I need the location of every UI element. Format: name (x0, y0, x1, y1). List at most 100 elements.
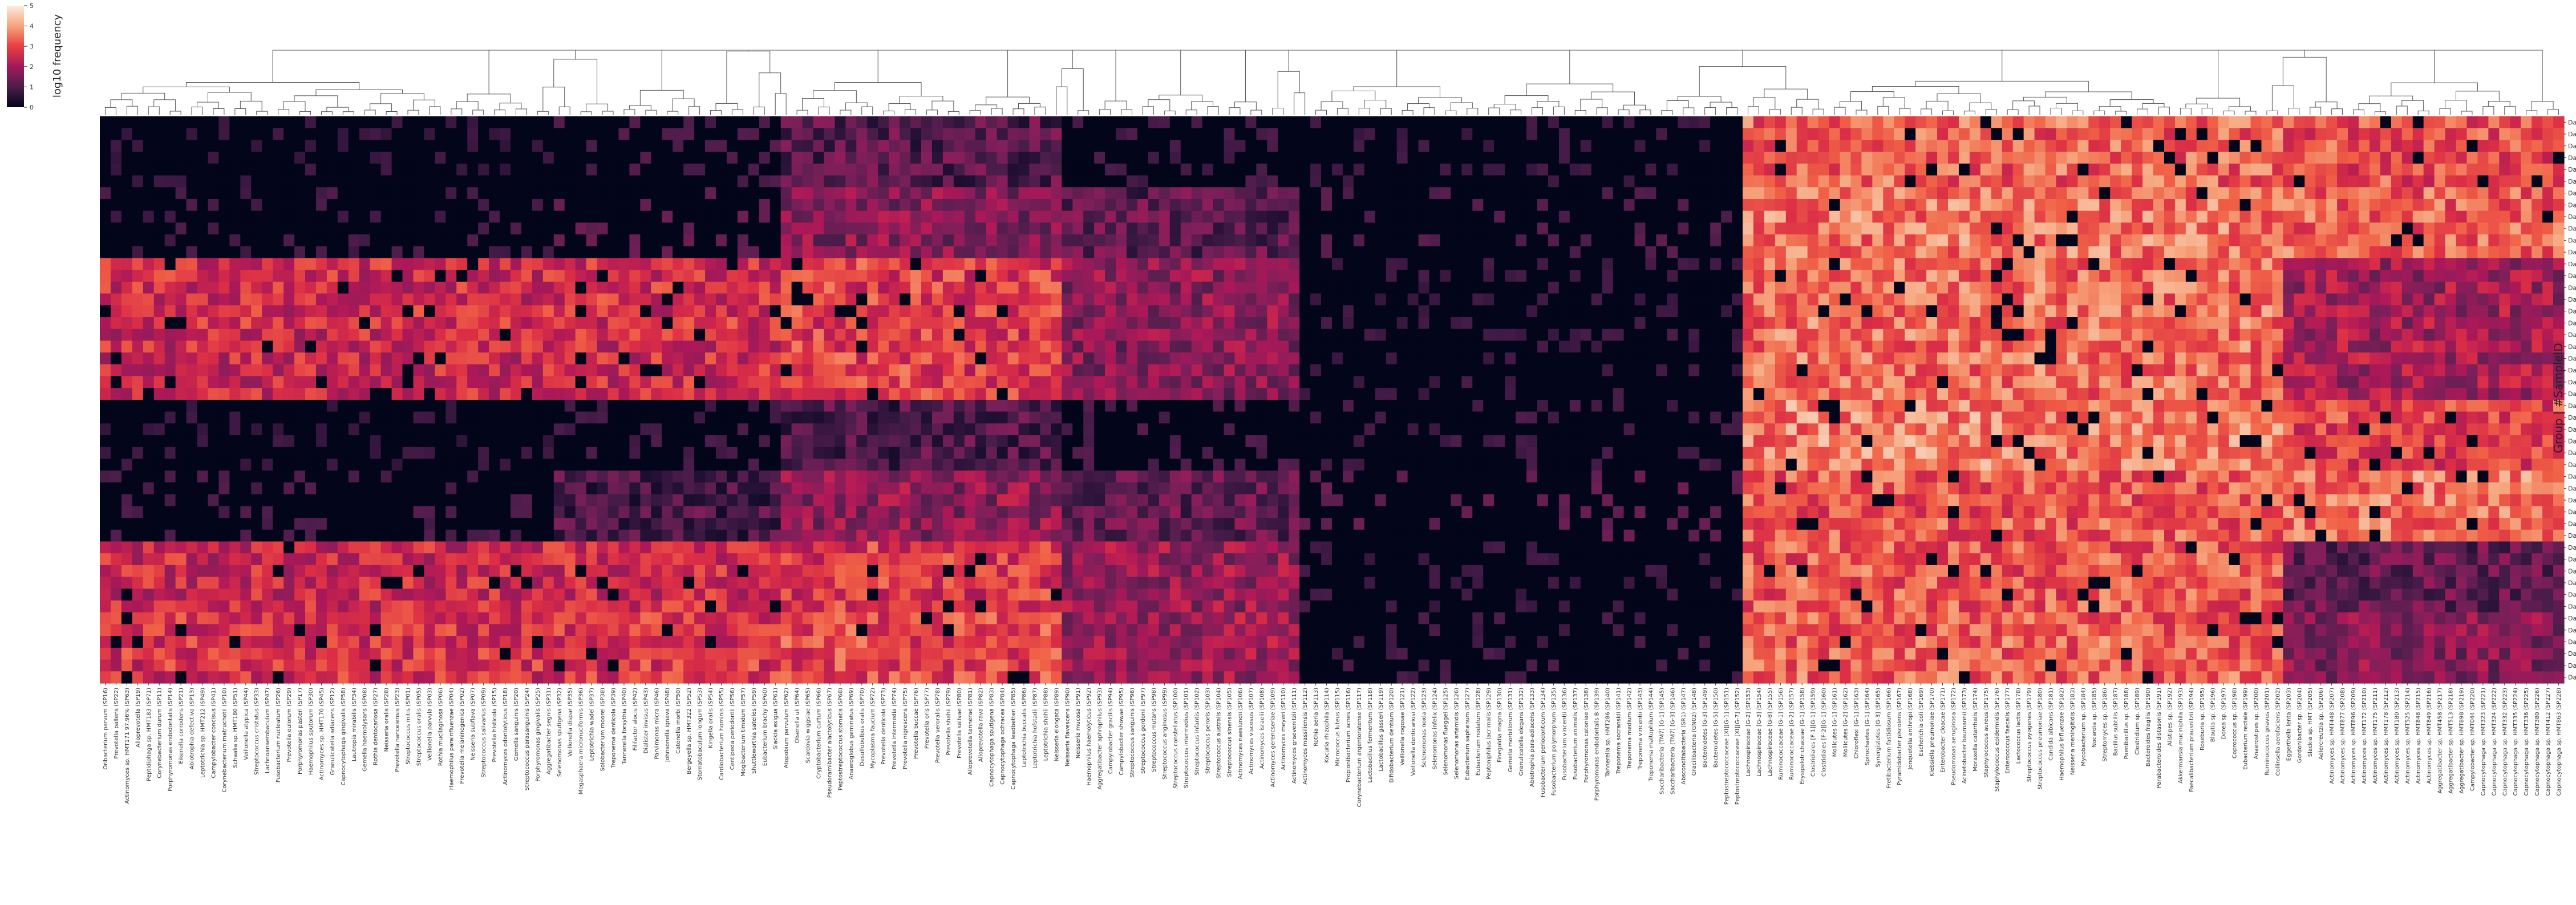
heatmap-cell (1537, 294, 1549, 306)
heatmap-cell (2208, 176, 2219, 188)
heatmap-cell (1289, 199, 1300, 211)
heatmap-cell (2218, 222, 2230, 234)
heatmap-cell (1245, 340, 1257, 352)
heatmap-cell (1710, 128, 1722, 140)
heatmap-cell (803, 164, 814, 176)
heatmap-cell (2532, 317, 2543, 329)
heatmap-cell (1321, 317, 1332, 329)
heatmap-cell (251, 128, 262, 140)
heatmap-cell (2261, 187, 2273, 199)
dendrogram-link (889, 104, 910, 111)
heatmap-cell (1808, 164, 1819, 176)
heatmap-cell (456, 270, 468, 282)
heatmap-cell (2186, 294, 2197, 306)
heatmap-cell (1937, 234, 1949, 246)
heatmap-cell (2499, 329, 2510, 341)
heatmap-cell (2142, 246, 2154, 258)
heatmap-cell (2088, 234, 2100, 246)
heatmap-cell (1483, 211, 1494, 223)
heatmap-cell (456, 128, 468, 140)
heatmap-cell (2197, 116, 2208, 128)
heatmap-cell (381, 211, 392, 223)
heatmap-cell (2294, 116, 2305, 128)
heatmap-cell (392, 140, 403, 152)
heatmap-cell (965, 152, 976, 164)
heatmap-cell (2164, 294, 2176, 306)
heatmap-cell (1829, 294, 1841, 306)
heatmap-cell (2466, 211, 2478, 223)
heatmap-cell (218, 152, 230, 164)
heatmap-cell (1072, 234, 1084, 246)
heatmap-cell (1861, 152, 1873, 164)
heatmap-cell (2208, 340, 2219, 352)
heatmap-cell (467, 128, 479, 140)
heatmap-cell (1299, 258, 1311, 270)
heatmap-cell (2553, 294, 2565, 306)
heatmap-cell (197, 211, 209, 223)
heatmap-cell (856, 211, 868, 223)
heatmap-cell (2121, 246, 2132, 258)
heatmap-cell (2002, 317, 2014, 329)
heatmap-cell (349, 282, 360, 294)
heatmap-cell (856, 258, 868, 270)
heatmap-cell (2175, 128, 2186, 140)
heatmap-cell (1970, 270, 1981, 282)
heatmap-cell (1029, 176, 1040, 188)
heatmap-cell (1375, 258, 1387, 270)
heatmap-cell (2413, 187, 2424, 199)
heatmap-cell (738, 270, 749, 282)
heatmap-cell (1548, 329, 1560, 341)
heatmap-cell (2229, 152, 2241, 164)
heatmap-cell (2380, 305, 2392, 317)
heatmap-cell (1797, 282, 1808, 294)
heatmap-cell (435, 176, 446, 188)
heatmap-cell (824, 199, 835, 211)
heatmap-cell (1991, 140, 2003, 152)
heatmap-cell (1753, 305, 1765, 317)
heatmap-cell (327, 329, 338, 341)
heatmap-cell (1234, 352, 1246, 364)
heatmap-cell (1224, 164, 1236, 176)
heatmap-cell (2024, 294, 2035, 306)
heatmap-cell (565, 234, 576, 246)
heatmap-cell (1181, 305, 1192, 317)
heatmap-cell (1170, 211, 1181, 223)
heatmap-cell (456, 294, 468, 306)
heatmap-cell (2326, 152, 2338, 164)
heatmap-cell (781, 128, 792, 140)
heatmap-cell (1775, 340, 1787, 352)
heatmap-cell (1699, 128, 1711, 140)
heatmap-cell (1840, 317, 1852, 329)
heatmap-cell (1192, 305, 1203, 317)
heatmap-cell (2532, 246, 2543, 258)
heatmap-cell (1192, 199, 1203, 211)
heatmap-cell (1570, 199, 1581, 211)
heatmap-cell (2348, 294, 2359, 306)
heatmap-cell (629, 128, 641, 140)
heatmap-cell (2477, 222, 2489, 234)
heatmap-cell (121, 199, 133, 211)
heatmap-cell (1602, 164, 1614, 176)
heatmap-cell (2466, 128, 2478, 140)
heatmap-cell (2121, 234, 2132, 246)
heatmap-cell (1397, 294, 1408, 306)
heatmap-cell (1386, 317, 1398, 329)
heatmap-cell (2424, 211, 2435, 223)
heatmap-cell (1310, 164, 1322, 176)
heatmap-cell (1116, 176, 1127, 188)
heatmap-cell (1656, 211, 1667, 223)
heatmap-cell (2240, 222, 2251, 234)
heatmap-cell (835, 128, 846, 140)
heatmap-cell (943, 152, 954, 164)
heatmap-cell (1494, 211, 1505, 223)
heatmap-cell (294, 258, 306, 270)
heatmap-cell (1364, 164, 1376, 176)
heatmap-cell (748, 294, 760, 306)
heatmap-cell (1970, 258, 1981, 270)
heatmap-cell (1613, 246, 1625, 258)
dendrogram-link (1148, 100, 1170, 111)
heatmap-cell (176, 176, 187, 188)
dendrogram-link (2197, 98, 2240, 107)
heatmap-cell (1127, 152, 1138, 164)
heatmap-cell (1245, 128, 1257, 140)
